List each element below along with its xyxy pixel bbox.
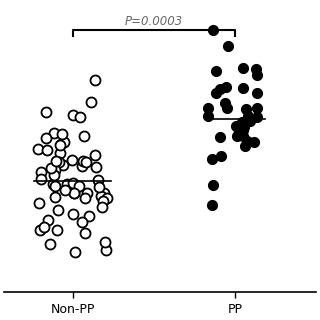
Point	[73, 249, 78, 254]
Point	[224, 105, 229, 110]
Point	[59, 142, 64, 147]
Point	[82, 196, 87, 201]
Point	[47, 241, 52, 246]
Point	[236, 130, 241, 135]
Point	[80, 158, 85, 164]
Point	[53, 159, 58, 164]
Point	[84, 159, 89, 164]
Point	[51, 130, 56, 135]
Point	[248, 118, 253, 123]
Point	[102, 240, 108, 245]
Point	[246, 114, 251, 119]
Point	[97, 184, 102, 189]
Point	[45, 148, 50, 153]
Point	[71, 190, 76, 195]
Point	[52, 172, 57, 178]
Point	[225, 44, 230, 49]
Point	[38, 177, 43, 182]
Point	[223, 100, 228, 105]
Point	[209, 203, 214, 208]
Point	[58, 143, 63, 148]
Point	[101, 190, 106, 196]
Point	[210, 156, 215, 161]
Point	[218, 134, 223, 140]
Point	[79, 220, 84, 225]
Point	[243, 143, 248, 148]
Point	[254, 105, 259, 110]
Point	[78, 114, 83, 119]
Point	[254, 73, 259, 78]
Point	[205, 105, 210, 110]
Point	[52, 168, 57, 173]
Point	[61, 140, 66, 145]
Point	[88, 99, 93, 104]
Point	[38, 228, 43, 233]
Point	[92, 77, 97, 83]
Point	[240, 66, 245, 71]
Point	[42, 224, 47, 229]
Point	[51, 181, 56, 186]
Point	[62, 187, 68, 192]
Point	[76, 184, 82, 189]
Point	[101, 198, 106, 204]
Point	[70, 212, 75, 217]
Point	[45, 217, 51, 222]
Point	[244, 138, 250, 143]
Point	[235, 132, 240, 138]
Point	[210, 28, 215, 33]
Point	[252, 140, 257, 145]
Point	[218, 153, 223, 158]
Point	[83, 230, 88, 235]
Point	[79, 164, 84, 169]
Point	[93, 164, 99, 169]
Point	[223, 84, 228, 89]
Point	[104, 196, 109, 201]
Point	[71, 112, 76, 117]
Point	[234, 123, 239, 128]
Point	[64, 181, 69, 186]
Point	[44, 110, 49, 115]
Point	[58, 151, 63, 156]
Point	[71, 190, 76, 195]
Point	[43, 135, 48, 140]
Point	[39, 169, 44, 174]
Point	[241, 124, 246, 129]
Point	[240, 119, 245, 124]
Point	[235, 134, 240, 139]
Point	[254, 90, 259, 95]
Point	[254, 114, 259, 119]
Point	[238, 127, 243, 132]
Point	[241, 133, 246, 139]
Point	[56, 160, 61, 165]
Point	[244, 106, 249, 111]
Point	[55, 208, 60, 213]
Point	[53, 194, 58, 199]
Point	[99, 193, 104, 198]
Point	[95, 177, 100, 182]
Point	[240, 85, 245, 90]
Point	[205, 114, 211, 119]
Point	[55, 228, 60, 233]
Text: P=0.0003: P=0.0003	[125, 15, 183, 28]
Point	[253, 67, 259, 72]
Point	[86, 213, 91, 219]
Point	[241, 128, 246, 133]
Point	[69, 157, 75, 162]
Point	[36, 200, 42, 205]
Point	[210, 182, 215, 187]
Point	[217, 87, 222, 92]
Point	[84, 190, 90, 196]
Point	[48, 165, 53, 170]
Point	[70, 181, 76, 186]
Point	[81, 133, 86, 139]
Point	[100, 205, 105, 210]
Point	[61, 163, 66, 168]
Point	[103, 247, 108, 252]
Point	[36, 147, 41, 152]
Point	[52, 183, 57, 188]
Point	[214, 90, 219, 95]
Point	[92, 152, 98, 157]
Point	[214, 68, 219, 74]
Point	[59, 132, 64, 137]
